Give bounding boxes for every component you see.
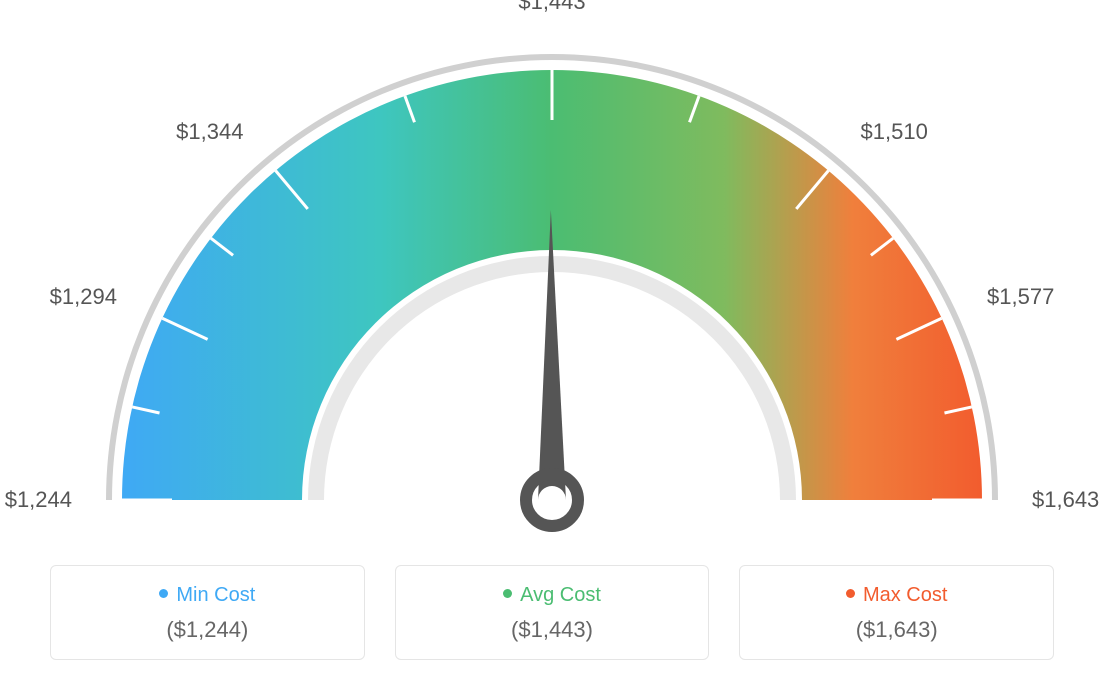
gauge-tick-label: $1,344 — [176, 119, 243, 145]
legend-min-title-text: Min Cost — [176, 584, 255, 606]
gauge-tick-label: $1,294 — [50, 284, 117, 310]
legend-avg-title: Avg Cost — [406, 584, 699, 607]
legend-min-value: ($1,244) — [61, 617, 354, 643]
gauge-tick-label: $1,643 — [1032, 487, 1099, 513]
gauge-svg — [0, 0, 1104, 540]
gauge-tick-label: $1,510 — [861, 119, 928, 145]
legend-max: Max Cost ($1,643) — [739, 565, 1054, 660]
legend-min: Min Cost ($1,244) — [50, 565, 365, 660]
legend-max-value: ($1,643) — [750, 617, 1043, 643]
legend-avg-value: ($1,443) — [406, 617, 699, 643]
cost-gauge-chart: Min Cost ($1,244) Avg Cost ($1,443) Max … — [0, 0, 1104, 690]
legend-max-title-text: Max Cost — [863, 584, 947, 606]
legend-max-dot — [846, 589, 855, 598]
legend-row: Min Cost ($1,244) Avg Cost ($1,443) Max … — [50, 565, 1054, 660]
gauge-tick-label: $1,577 — [987, 284, 1054, 310]
legend-avg-dot — [503, 589, 512, 598]
legend-max-title: Max Cost — [750, 584, 1043, 607]
gauge-tick-label: $1,443 — [518, 0, 585, 15]
legend-avg: Avg Cost ($1,443) — [395, 565, 710, 660]
legend-avg-title-text: Avg Cost — [520, 584, 601, 606]
legend-min-dot — [159, 589, 168, 598]
legend-min-title: Min Cost — [61, 584, 354, 607]
gauge-tick-label: $1,244 — [5, 487, 72, 513]
